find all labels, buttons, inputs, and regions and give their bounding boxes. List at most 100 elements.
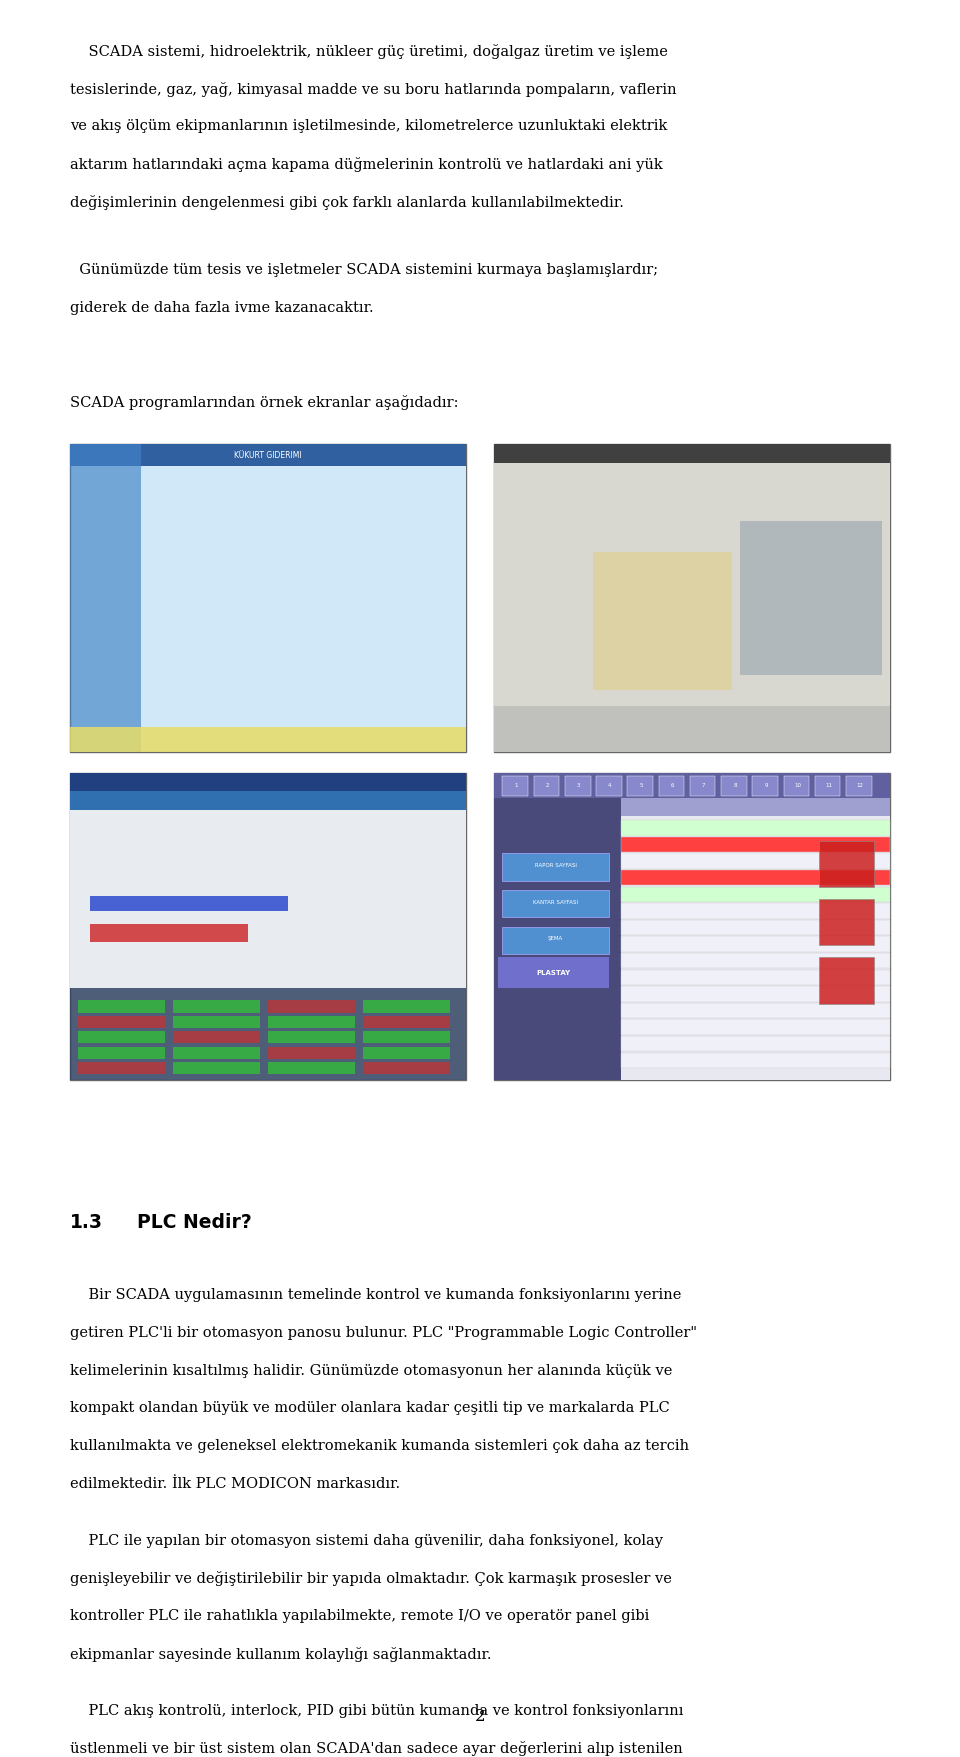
Bar	[596, 777, 622, 796]
Bar	[70, 987, 466, 1081]
Bar	[621, 836, 890, 852]
Bar	[846, 777, 872, 796]
Bar	[70, 445, 466, 466]
Text: genişleyebilir ve değiştirilebilir bir yapıda olmaktadır. Çok karmaşık prosesler: genişleyebilir ve değiştirilebilir bir y…	[70, 1571, 672, 1587]
Text: 2: 2	[474, 1708, 486, 1725]
Bar	[363, 1061, 450, 1074]
Bar	[721, 777, 747, 796]
Bar	[90, 924, 248, 942]
Bar	[268, 1000, 355, 1012]
Bar	[70, 445, 466, 752]
Text: getiren PLC'li bir otomasyon panosu bulunur. PLC "Programmable Logic Controller": getiren PLC'li bir otomasyon panosu bulu…	[70, 1327, 697, 1341]
Bar	[494, 706, 890, 752]
Bar	[627, 777, 653, 796]
Bar	[173, 1061, 260, 1074]
Bar	[502, 889, 609, 917]
Text: aktarım hatlarındaki açma kapama düğmelerinin kontrolü ve hatlardaki ani yük: aktarım hatlarındaki açma kapama düğmele…	[70, 156, 662, 172]
Bar	[621, 1003, 890, 1019]
Text: PLC Nedir?: PLC Nedir?	[137, 1212, 252, 1232]
Bar	[78, 1047, 165, 1059]
Bar	[141, 466, 466, 727]
Bar	[564, 777, 590, 796]
Bar	[494, 445, 890, 462]
Text: 6: 6	[671, 784, 674, 789]
Bar	[173, 1000, 260, 1012]
Text: KANTAR SAYFASI: KANTAR SAYFASI	[533, 900, 578, 905]
Bar	[494, 462, 890, 706]
Bar	[621, 936, 890, 952]
Text: SCADA sistemi, hidroelektrik, nükleer güç üretimi, doğalgaz üretim ve işleme: SCADA sistemi, hidroelektrik, nükleer gü…	[70, 44, 668, 60]
Bar	[819, 900, 875, 945]
Text: 2: 2	[545, 784, 549, 789]
Text: ŞEMA: ŞEMA	[548, 936, 564, 942]
Text: giderek de daha fazla ivme kazanacaktır.: giderek de daha fazla ivme kazanacaktır.	[70, 300, 373, 315]
Text: SCADA programlarından örnek ekranlar aşağıdadır:: SCADA programlarından örnek ekranlar aşa…	[70, 395, 459, 409]
Text: ekipmanlar sayesinde kullanım kolaylığı sağlanmaktadır.: ekipmanlar sayesinde kullanım kolaylığı …	[70, 1646, 492, 1662]
Bar	[739, 522, 882, 675]
Bar	[78, 1031, 165, 1044]
Bar	[621, 952, 890, 968]
Bar	[78, 1016, 165, 1028]
Text: kontroller PLC ile rahatlıkla yapılabilmekte, remote I/O ve operatör panel gibi: kontroller PLC ile rahatlıkla yapılabilm…	[70, 1609, 650, 1623]
Bar	[363, 1000, 450, 1012]
Bar	[502, 926, 609, 954]
Bar	[621, 1019, 890, 1035]
Text: kompakt olandan büyük ve modüler olanlara kadar çeşitli tip ve markalarda PLC: kompakt olandan büyük ve modüler olanlar…	[70, 1402, 670, 1416]
Bar	[78, 1000, 165, 1012]
Bar	[819, 840, 875, 887]
Text: tesislerinde, gaz, yağ, kimyasal madde ve su boru hatlarında pompaların, vafleri: tesislerinde, gaz, yağ, kimyasal madde v…	[70, 81, 677, 97]
Bar	[621, 887, 890, 901]
Text: PLC ile yapılan bir otomasyon sistemi daha güvenilir, daha fonksiyonel, kolay: PLC ile yapılan bir otomasyon sistemi da…	[70, 1534, 663, 1548]
Text: 9: 9	[764, 784, 768, 789]
Text: PLASTAY: PLASTAY	[537, 970, 571, 975]
Bar	[363, 1016, 450, 1028]
Bar	[659, 777, 684, 796]
Bar	[494, 798, 621, 1081]
Text: edilmektedir. İlk PLC MODICON markasıdır.: edilmektedir. İlk PLC MODICON markasıdır…	[70, 1478, 400, 1492]
Bar	[70, 773, 466, 1081]
Text: Günümüzde tüm tesis ve işletmeler SCADA sistemini kurmaya başlamışlardır;: Günümüzde tüm tesis ve işletmeler SCADA …	[70, 264, 659, 278]
Text: 4: 4	[608, 784, 612, 789]
Bar	[690, 777, 715, 796]
Bar	[70, 810, 466, 987]
Bar	[90, 896, 288, 912]
Bar	[621, 986, 890, 1001]
Bar	[621, 821, 890, 836]
Bar	[621, 903, 890, 919]
Bar	[753, 777, 778, 796]
Text: 1.3: 1.3	[70, 1212, 103, 1232]
Bar	[815, 777, 841, 796]
Text: Bir SCADA uygulamasının temelinde kontrol ve kumanda fonksiyonlarını yerine: Bir SCADA uygulamasının temelinde kontro…	[70, 1288, 682, 1302]
Bar	[494, 773, 890, 798]
Bar	[268, 1061, 355, 1074]
Text: 3: 3	[577, 784, 581, 789]
Bar	[268, 1031, 355, 1044]
Bar	[621, 970, 890, 986]
Text: RAPOR SAYFASI: RAPOR SAYFASI	[535, 863, 577, 868]
Text: PLC akış kontrolü, interlock, PID gibi bütün kumanda ve kontrol fonksiyonlarını: PLC akış kontrolü, interlock, PID gibi b…	[70, 1704, 684, 1718]
Bar	[502, 852, 609, 880]
Bar	[621, 1037, 890, 1051]
Text: değişimlerinin dengelenmesi gibi çok farklı alanlarda kullanılabilmektedir.: değişimlerinin dengelenmesi gibi çok far…	[70, 195, 624, 211]
Bar	[70, 445, 141, 752]
Bar	[268, 1047, 355, 1059]
Bar	[173, 1047, 260, 1059]
Bar	[502, 777, 528, 796]
Bar	[173, 1016, 260, 1028]
Text: üstlenmeli ve bir üst sistem olan SCADA'dan sadece ayar değerlerini alıp istenil: üstlenmeli ve bir üst sistem olan SCADA'…	[70, 1741, 683, 1757]
Bar	[70, 791, 466, 810]
Text: 7: 7	[702, 784, 706, 789]
Text: kelimelerinin kısaltılmış halidir. Günümüzde otomasyonun her alanında küçük ve: kelimelerinin kısaltılmış halidir. Günüm…	[70, 1363, 672, 1377]
Bar	[498, 958, 609, 987]
Bar	[173, 1031, 260, 1044]
Text: 1: 1	[515, 784, 517, 789]
Bar	[593, 552, 732, 691]
Bar	[494, 773, 890, 1081]
Bar	[621, 854, 890, 868]
Text: KÜKURT GIDERIMI: KÜKURT GIDERIMI	[234, 450, 301, 460]
Bar	[363, 1047, 450, 1059]
Bar	[621, 1052, 890, 1068]
Bar	[78, 1061, 165, 1074]
Text: 10: 10	[794, 784, 801, 789]
Bar	[70, 727, 466, 752]
